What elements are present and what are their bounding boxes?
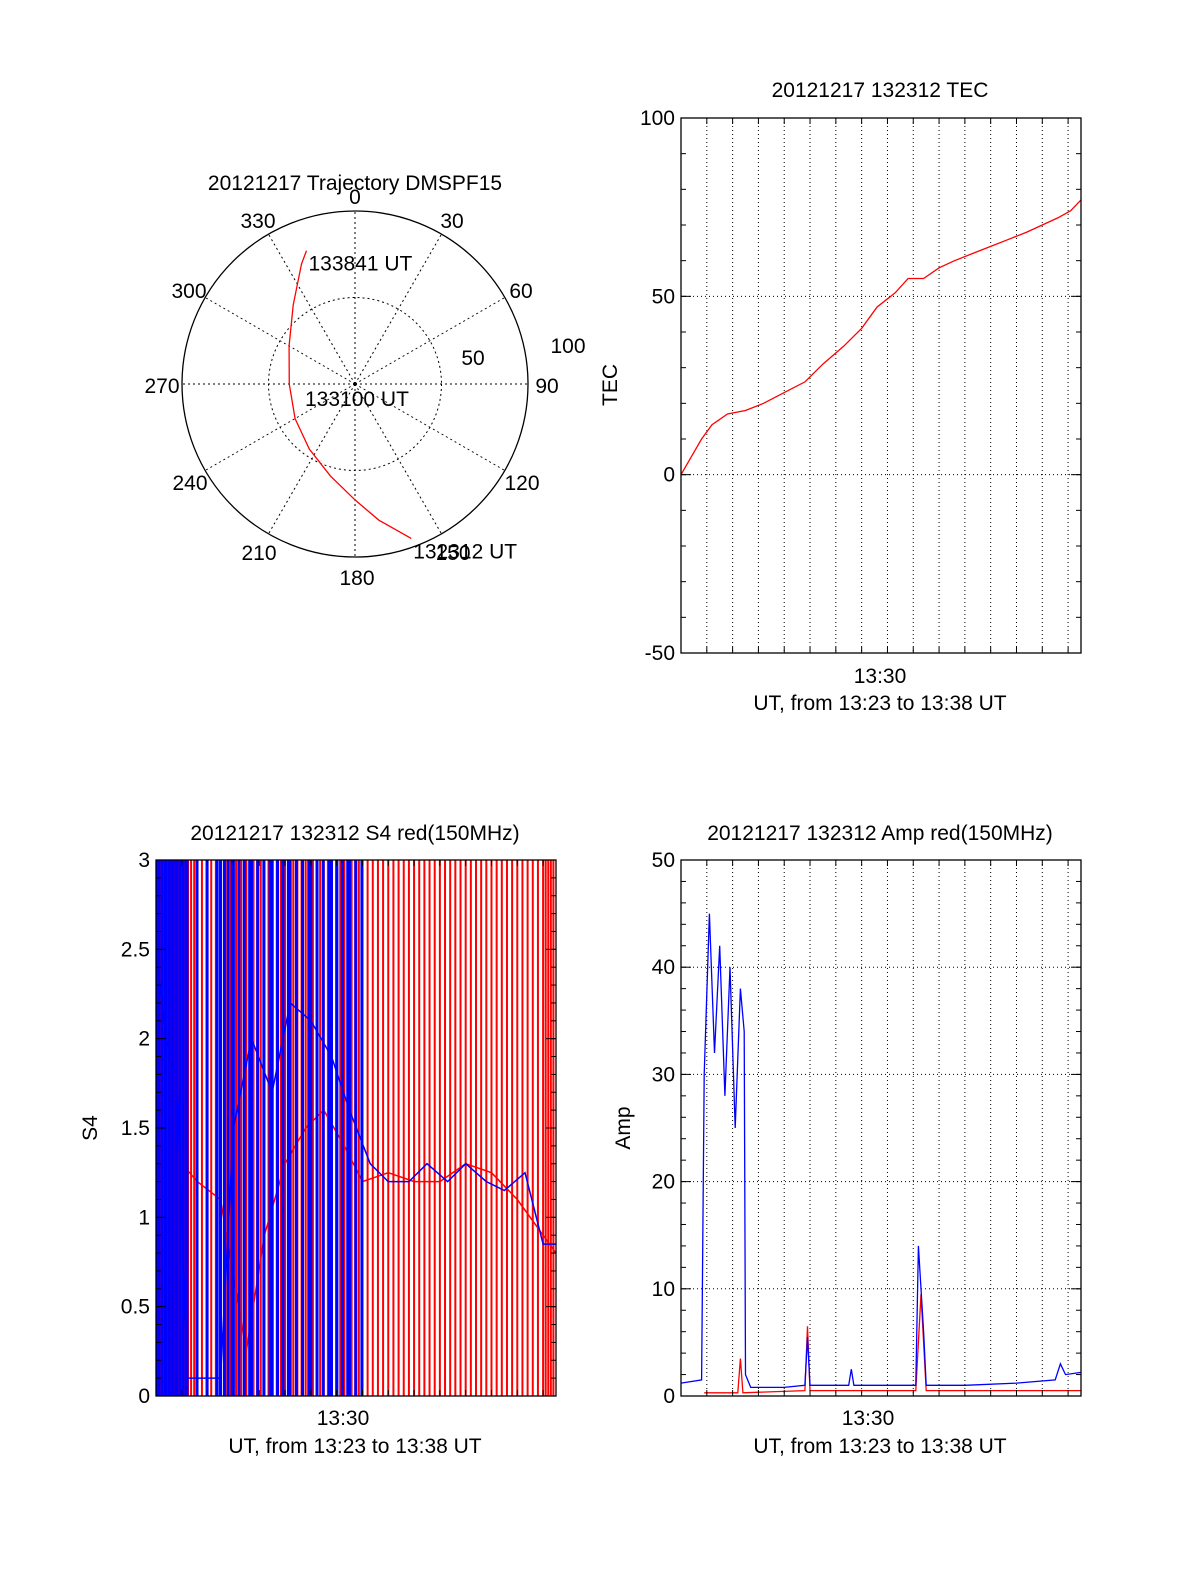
polar-azimuth-label: 210 bbox=[241, 542, 276, 565]
y-tick-label: 2.5 bbox=[121, 938, 150, 961]
plot-frame bbox=[680, 117, 1082, 654]
y-tick-label: 40 bbox=[652, 956, 675, 979]
tec-plot: -50 0 50 100 bbox=[640, 107, 1082, 665]
s4-x-axis-label: UT, from 13:23 to 13:38 UT bbox=[228, 1435, 481, 1458]
series-line bbox=[704, 1294, 1081, 1394]
polar-azimuth-label: 240 bbox=[172, 472, 207, 495]
polar-title: 20121217 Trajectory DMSPF15 bbox=[208, 172, 502, 195]
polar-grid bbox=[181, 210, 529, 558]
series-group bbox=[156, 860, 556, 1396]
polar-series bbox=[288, 250, 412, 540]
y-tick-label: 50 bbox=[652, 285, 675, 308]
polar-grid-spoke bbox=[354, 383, 442, 535]
polar-radial-label: 100 bbox=[550, 335, 585, 358]
tec-x-axis-label: UT, from 13:23 to 13:38 UT bbox=[753, 692, 1006, 715]
polar-time-annotation: 132312 UT bbox=[413, 540, 517, 563]
polar-azimuth-label: 90 bbox=[535, 375, 558, 398]
y-tick-label: 0.5 bbox=[121, 1296, 150, 1319]
polar-azimuth-label: 180 bbox=[339, 567, 374, 590]
tec-y-axis-label: TEC bbox=[599, 364, 622, 406]
tec-panel: 20121217 132312 TEC -50 0 50 100 13:30 UT, … bbox=[599, 79, 1082, 715]
polar-grid-spoke bbox=[354, 233, 442, 385]
polar-time-annotation: 133100 UT bbox=[305, 388, 409, 411]
s4-title: 20121217 132312 S4 red(150MHz) bbox=[190, 822, 519, 845]
polar-azimuth-label: 300 bbox=[171, 280, 206, 303]
s4-y-axis-label: S4 bbox=[79, 1115, 102, 1141]
amp-plot: 0 10 20 30 40 50 bbox=[652, 849, 1082, 1408]
polar-panel: 20121217 Trajectory DMSPF15 0 30 60 90 120 15… bbox=[144, 172, 585, 590]
y-tick-label: 1.5 bbox=[121, 1117, 150, 1140]
polar-azimuth-label: 0 bbox=[349, 186, 361, 209]
y-tick-label: 0 bbox=[663, 464, 675, 487]
polar-radial-labels: 50 100 bbox=[461, 335, 585, 370]
polar-grid-spoke bbox=[268, 233, 356, 385]
y-tick-label: 1 bbox=[138, 1206, 150, 1229]
polar-grid-spoke bbox=[354, 383, 506, 471]
polar-grid-spoke bbox=[204, 297, 356, 385]
s4-x-tick-label: 13:30 bbox=[317, 1407, 370, 1430]
tec-x-tick-label: 13:30 bbox=[854, 665, 907, 688]
polar-azimuth-label: 330 bbox=[240, 210, 275, 233]
series-line bbox=[681, 913, 1081, 1389]
polar-grid-spoke bbox=[204, 383, 356, 471]
amp-x-tick-label: 13:30 bbox=[842, 1407, 895, 1430]
polar-outer-circle bbox=[181, 210, 529, 558]
y-tick-label: 20 bbox=[652, 1171, 675, 1194]
y-tick-label: 2 bbox=[138, 1028, 150, 1051]
polar-grid-spoke bbox=[354, 297, 506, 385]
s4-panel: 20121217 132312 S4 red(150MHz) 0 0.5 1 1.5 2… bbox=[79, 822, 557, 1458]
plot-frame bbox=[680, 859, 1082, 1397]
series-group bbox=[681, 913, 1081, 1394]
y-tick-label: 3 bbox=[138, 849, 150, 872]
polar-azimuth-labels: 0 30 60 90 120 150 180 210 240 270 300 330 bbox=[144, 186, 558, 590]
amp-y-axis-label: Amp bbox=[612, 1106, 635, 1149]
amp-title: 20121217 132312 Amp red(150MHz) bbox=[707, 822, 1053, 845]
s4-plot: 0 0.5 1 1.5 2 2.5 3 bbox=[121, 849, 557, 1408]
series-group bbox=[681, 199, 1081, 476]
y-tick-label: 0 bbox=[663, 1385, 675, 1408]
polar-annotations: 133841 UT 133100 UT 132312 UT bbox=[305, 253, 517, 564]
polar-azimuth-label: 120 bbox=[504, 472, 539, 495]
y-tick-label: 0 bbox=[138, 1385, 150, 1408]
polar-radial-label: 50 bbox=[461, 347, 484, 370]
polar-azimuth-label: 30 bbox=[440, 210, 463, 233]
polar-time-annotation: 133841 UT bbox=[308, 253, 412, 276]
y-tick-label: -50 bbox=[645, 642, 675, 665]
tec-title: 20121217 132312 TEC bbox=[772, 79, 989, 102]
y-tick-label: 30 bbox=[652, 1063, 675, 1086]
series-line bbox=[681, 199, 1081, 476]
polar-grid-spoke bbox=[268, 383, 356, 535]
polar-trajectory-line bbox=[288, 250, 412, 540]
y-tick-label: 50 bbox=[652, 849, 675, 872]
amp-panel: 20121217 132312 Amp red(150MHz) 0 10 20 30 4… bbox=[612, 822, 1082, 1458]
amp-x-axis-label: UT, from 13:23 to 13:38 UT bbox=[753, 1435, 1006, 1458]
y-tick-label: 100 bbox=[640, 107, 675, 130]
polar-azimuth-label: 270 bbox=[144, 375, 179, 398]
polar-azimuth-label: 60 bbox=[509, 280, 532, 303]
polar-azimuth-label: 150 bbox=[435, 542, 470, 565]
y-tick-label: 10 bbox=[652, 1278, 675, 1301]
